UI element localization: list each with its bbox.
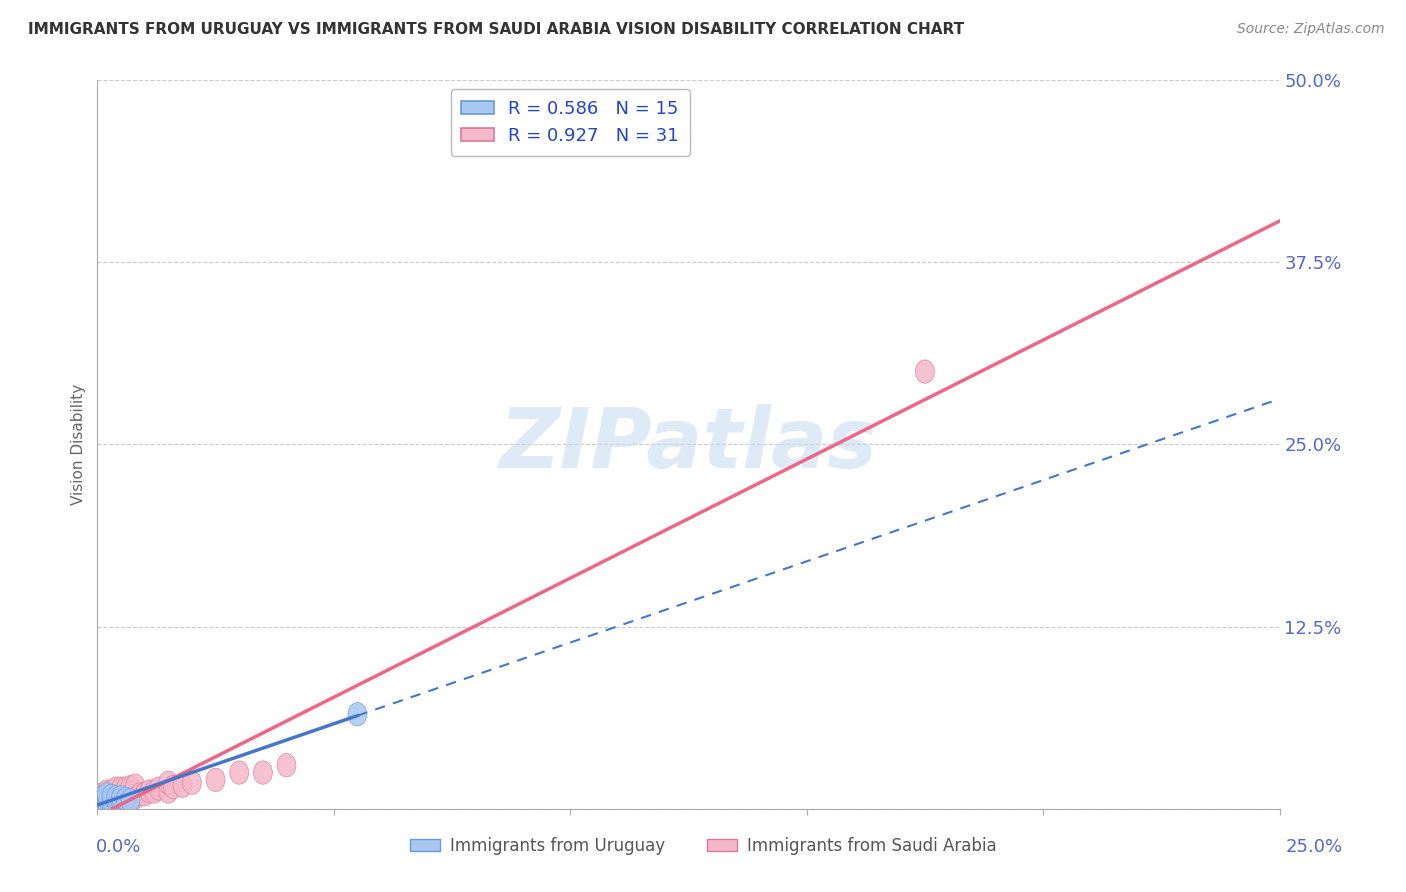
Ellipse shape	[207, 768, 225, 791]
Ellipse shape	[125, 786, 145, 809]
Ellipse shape	[183, 771, 201, 795]
Ellipse shape	[97, 780, 117, 803]
Ellipse shape	[111, 777, 131, 800]
Ellipse shape	[93, 783, 111, 806]
Ellipse shape	[141, 780, 159, 803]
Ellipse shape	[159, 771, 177, 795]
Ellipse shape	[97, 783, 117, 806]
Ellipse shape	[107, 777, 125, 800]
Ellipse shape	[117, 789, 135, 812]
Ellipse shape	[103, 789, 121, 812]
Text: Source: ZipAtlas.com: Source: ZipAtlas.com	[1237, 22, 1385, 37]
Ellipse shape	[347, 703, 367, 726]
Ellipse shape	[111, 790, 131, 814]
Ellipse shape	[103, 780, 121, 803]
Ellipse shape	[107, 789, 125, 812]
Text: ZIPatlas: ZIPatlas	[499, 404, 877, 485]
Y-axis label: Vision Disability: Vision Disability	[72, 384, 86, 505]
Ellipse shape	[97, 790, 117, 814]
Ellipse shape	[277, 754, 295, 777]
Ellipse shape	[915, 360, 935, 384]
Ellipse shape	[121, 789, 141, 812]
Ellipse shape	[97, 791, 117, 814]
Ellipse shape	[107, 786, 125, 809]
Text: 0.0%: 0.0%	[96, 838, 141, 855]
Ellipse shape	[93, 786, 111, 809]
Ellipse shape	[159, 780, 177, 803]
Legend: R = 0.586   N = 15, R = 0.927   N = 31: R = 0.586 N = 15, R = 0.927 N = 31	[450, 89, 690, 156]
Ellipse shape	[121, 787, 141, 811]
Ellipse shape	[149, 777, 169, 800]
Ellipse shape	[117, 787, 135, 811]
Ellipse shape	[93, 793, 111, 816]
Ellipse shape	[131, 783, 149, 806]
Text: 25.0%: 25.0%	[1285, 838, 1343, 855]
Ellipse shape	[253, 761, 273, 784]
Ellipse shape	[97, 787, 117, 811]
Ellipse shape	[111, 786, 131, 809]
Ellipse shape	[145, 780, 163, 803]
Ellipse shape	[117, 777, 135, 800]
Ellipse shape	[111, 790, 131, 814]
Ellipse shape	[103, 793, 121, 816]
Ellipse shape	[107, 790, 125, 814]
Ellipse shape	[125, 774, 145, 797]
Ellipse shape	[163, 775, 183, 799]
Ellipse shape	[121, 775, 141, 799]
Text: IMMIGRANTS FROM URUGUAY VS IMMIGRANTS FROM SAUDI ARABIA VISION DISABILITY CORREL: IMMIGRANTS FROM URUGUAY VS IMMIGRANTS FR…	[28, 22, 965, 37]
Ellipse shape	[103, 784, 121, 807]
Ellipse shape	[93, 790, 111, 814]
Legend: Immigrants from Uruguay, Immigrants from Saudi Arabia: Immigrants from Uruguay, Immigrants from…	[404, 830, 1002, 862]
Ellipse shape	[103, 791, 121, 814]
Ellipse shape	[135, 783, 155, 806]
Ellipse shape	[229, 761, 249, 784]
Ellipse shape	[173, 774, 193, 797]
